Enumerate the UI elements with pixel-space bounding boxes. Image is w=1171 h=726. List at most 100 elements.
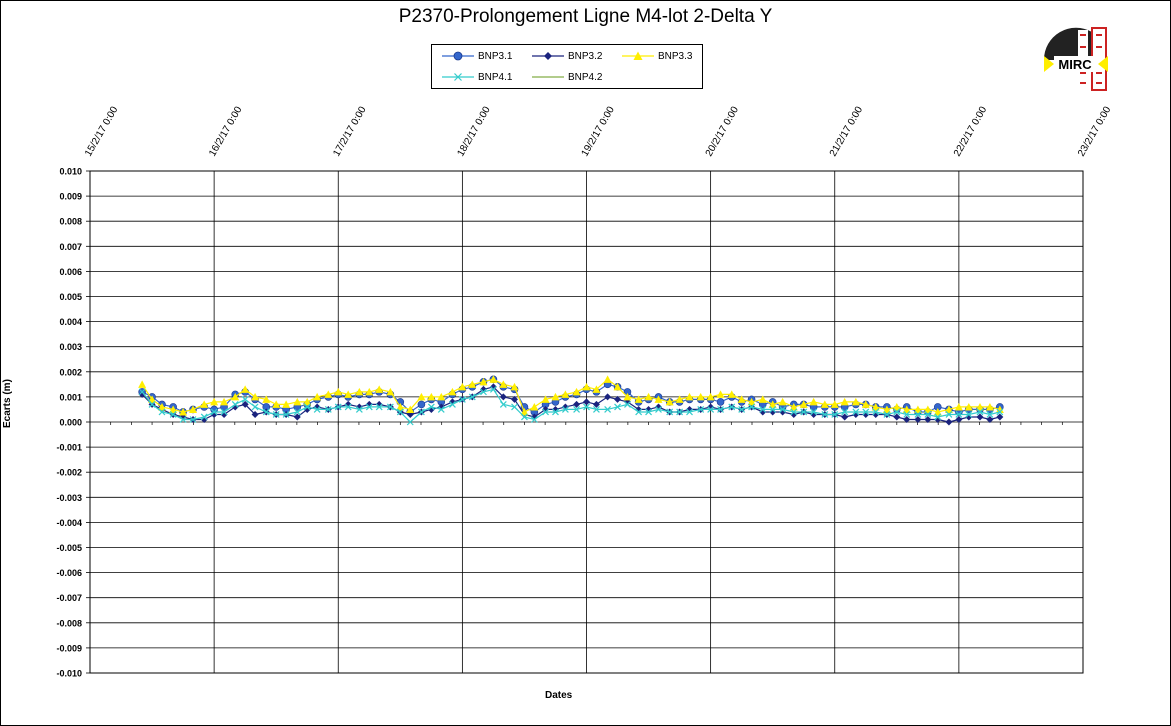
data-point-BNP3.3 xyxy=(489,375,498,383)
data-point-BNP3.3 xyxy=(303,397,312,406)
data-point-BNP3.3 xyxy=(716,390,725,398)
data-point-BNP4.1 xyxy=(728,403,736,411)
data-point-BNP4.1 xyxy=(220,408,228,416)
y-tick-label: -0.008 xyxy=(56,618,82,628)
data-point-BNP3.3 xyxy=(727,390,736,398)
x-tick-label: 18/2/17 0:00 xyxy=(455,104,493,158)
x-tick-label: 19/2/17 0:00 xyxy=(580,104,618,158)
data-point-BNP3.3 xyxy=(654,395,663,403)
data-point-BNP3.3 xyxy=(324,390,333,398)
data-point-BNP4.1 xyxy=(406,418,414,426)
y-tick-label: 0.000 xyxy=(59,418,82,428)
data-point-BNP4.1 xyxy=(293,408,301,416)
x-tick-label: 20/2/17 0:00 xyxy=(704,104,742,158)
data-point-BNP3.3 xyxy=(499,380,508,388)
data-point-BNP3.3 xyxy=(892,402,901,411)
data-point-BNP3.2 xyxy=(375,400,383,408)
y-tick-label: 0.006 xyxy=(59,267,82,277)
data-point-BNP4.1 xyxy=(614,403,621,411)
data-point-BNP4.1 xyxy=(769,406,777,413)
data-point-BNP3.3 xyxy=(406,405,415,413)
data-point-BNP3.3 xyxy=(634,395,643,403)
data-point-BNP4.1 xyxy=(189,416,197,423)
data-point-BNP4.1 xyxy=(903,411,911,418)
data-point-BNP3.3 xyxy=(706,392,715,401)
data-point-BNP3.2 xyxy=(852,410,860,418)
data-point-BNP3.3 xyxy=(820,400,829,408)
legend-marker-cross xyxy=(442,73,474,81)
data-point-BNP4.1 xyxy=(138,388,146,396)
chart-title: P2370-Prolongement Ligne M4-lot 2-Delta … xyxy=(398,6,773,27)
data-point-BNP4.1 xyxy=(790,408,798,416)
data-point-BNP4.1 xyxy=(624,401,631,408)
data-point-BNP3.3 xyxy=(964,402,973,411)
data-point-BNP3.3 xyxy=(520,407,529,416)
data-point-BNP4.1 xyxy=(697,406,705,413)
data-point-BNP3.3 xyxy=(458,382,467,391)
data-point-BNP4.1 xyxy=(489,385,497,393)
data-point-BNP4.1 xyxy=(210,408,218,416)
data-point-BNP3.3 xyxy=(613,382,622,391)
data-point-BNP3.2 xyxy=(707,403,715,411)
data-point-BNP3.2 xyxy=(251,410,259,418)
data-point-BNP4.1 xyxy=(759,406,767,413)
x-tick-label: 22/2/17 0:00 xyxy=(952,104,990,158)
data-point-BNP3.2 xyxy=(344,400,352,408)
data-point-BNP3.3 xyxy=(241,385,250,393)
data-point-BNP4.1 xyxy=(241,395,249,403)
y-tick-label: 0.007 xyxy=(59,242,82,252)
data-point-BNP4.1 xyxy=(738,406,746,413)
data-point-BNP4.1 xyxy=(893,408,901,416)
data-point-BNP3.3 xyxy=(954,402,963,411)
data-point-BNP3.3 xyxy=(437,392,446,401)
data-point-BNP4.1 xyxy=(573,406,580,413)
data-point-BNP3.3 xyxy=(210,397,219,406)
data-point-BNP4.1 xyxy=(645,408,652,416)
data-point-BNP3.3 xyxy=(644,392,653,401)
data-point-BNP4.1 xyxy=(779,406,787,413)
data-point-BNP4.1 xyxy=(986,411,994,418)
data-point-BNP3.3 xyxy=(365,387,374,396)
data-point-BNP3.2 xyxy=(241,400,249,408)
data-point-BNP3.2 xyxy=(573,400,581,408)
data-point-BNP4.1 xyxy=(810,408,818,416)
data-point-BNP3.2 xyxy=(924,415,932,423)
data-point-BNP3.3 xyxy=(231,392,240,401)
data-point-BNP4.1 xyxy=(427,403,435,411)
data-point-BNP4.1 xyxy=(955,411,963,418)
data-point-BNP4.1 xyxy=(262,408,270,416)
y-tick-label: -0.001 xyxy=(56,443,82,453)
mirc-logo: MIRC xyxy=(1042,26,1110,92)
y-tick-label: 0.004 xyxy=(59,317,82,327)
data-point-BNP4.1 xyxy=(583,403,590,411)
data-point-BNP4.1 xyxy=(748,403,756,411)
data-point-BNP3.1 xyxy=(716,398,725,406)
data-point-BNP3.3 xyxy=(355,387,364,396)
legend-item-bnp41: BNP4.1 xyxy=(442,70,512,84)
data-point-BNP4.1 xyxy=(396,408,404,416)
data-point-BNP3.1 xyxy=(417,400,426,409)
data-point-BNP4.1 xyxy=(996,408,1004,416)
y-tick-label: 0.010 xyxy=(59,167,82,177)
legend-marker-line xyxy=(532,76,564,78)
legend-item-bnp42: BNP4.2 xyxy=(532,70,602,84)
data-point-BNP3.2 xyxy=(511,395,519,403)
legend-marker-diamond xyxy=(532,52,564,60)
data-point-BNP3.2 xyxy=(759,408,767,416)
legend-item-bnp32: BNP3.2 xyxy=(532,49,602,63)
data-point-BNP4.1 xyxy=(965,411,973,418)
data-point-BNP3.2 xyxy=(138,390,146,398)
data-point-BNP3.3 xyxy=(561,390,570,398)
data-point-BNP4.1 xyxy=(148,401,156,408)
data-point-BNP3.2 xyxy=(542,405,550,413)
data-point-BNP3.3 xyxy=(282,400,291,408)
data-point-BNP3.3 xyxy=(313,392,322,401)
data-point-BNP3.3 xyxy=(541,395,550,403)
data-point-BNP3.3 xyxy=(985,402,994,411)
data-point-BNP3.2 xyxy=(841,413,849,421)
data-point-BNP3.2 xyxy=(903,415,911,423)
data-point-BNP4.1 xyxy=(862,408,870,416)
data-point-BNP3.3 xyxy=(995,405,1004,413)
data-point-BNP3.3 xyxy=(262,395,271,403)
data-point-BNP3.3 xyxy=(758,395,767,403)
